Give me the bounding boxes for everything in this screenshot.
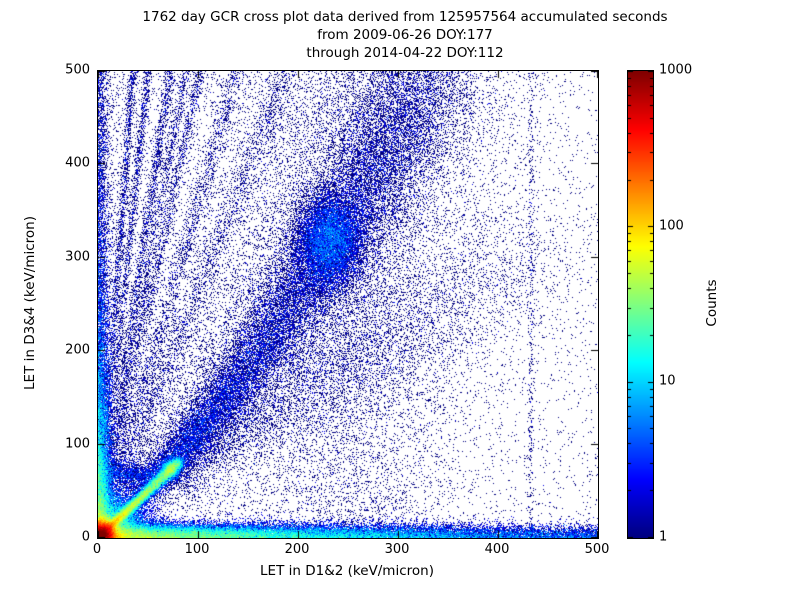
- title-line-3: through 2014-04-22 DOY:112: [306, 45, 504, 61]
- x-tick-label: 400: [484, 542, 510, 557]
- x-tick-label: 300: [384, 542, 410, 557]
- y-tick-label: 300: [65, 249, 90, 265]
- y-tick-label: 200: [65, 342, 90, 358]
- x-tick-label: 0: [92, 542, 102, 557]
- heatmap-canvas: [98, 71, 598, 538]
- colorbar-tick-label: 1000: [659, 62, 693, 78]
- colorbar: [627, 70, 654, 539]
- title-line-1: 1762 day GCR cross plot data derived fro…: [142, 9, 668, 25]
- y-tick-label: 500: [65, 62, 90, 78]
- plot-area: [97, 70, 599, 539]
- colorbar-canvas: [628, 71, 653, 538]
- x-axis-label: LET in D1&2 (keV/micron): [260, 563, 434, 579]
- title-line-2: from 2009-06-26 DOY:177: [317, 27, 493, 43]
- colorbar-tick-label: 1: [659, 529, 668, 545]
- colorbar-tick-label: 10: [659, 373, 676, 389]
- y-axis-label: LET in D3&4 (keV/micron): [22, 216, 38, 390]
- colorbar-tick-label: 100: [659, 218, 684, 234]
- y-tick-label: 0: [81, 529, 90, 545]
- y-tick-label: 100: [65, 436, 90, 452]
- chart-title: 1762 day GCR cross plot data derived fro…: [10, 8, 800, 62]
- colorbar-label: Counts: [704, 279, 720, 327]
- x-tick-label: 200: [284, 542, 310, 557]
- x-tick-label: 100: [184, 542, 210, 557]
- y-tick-label: 400: [65, 155, 90, 171]
- x-tick-label: 500: [584, 542, 610, 557]
